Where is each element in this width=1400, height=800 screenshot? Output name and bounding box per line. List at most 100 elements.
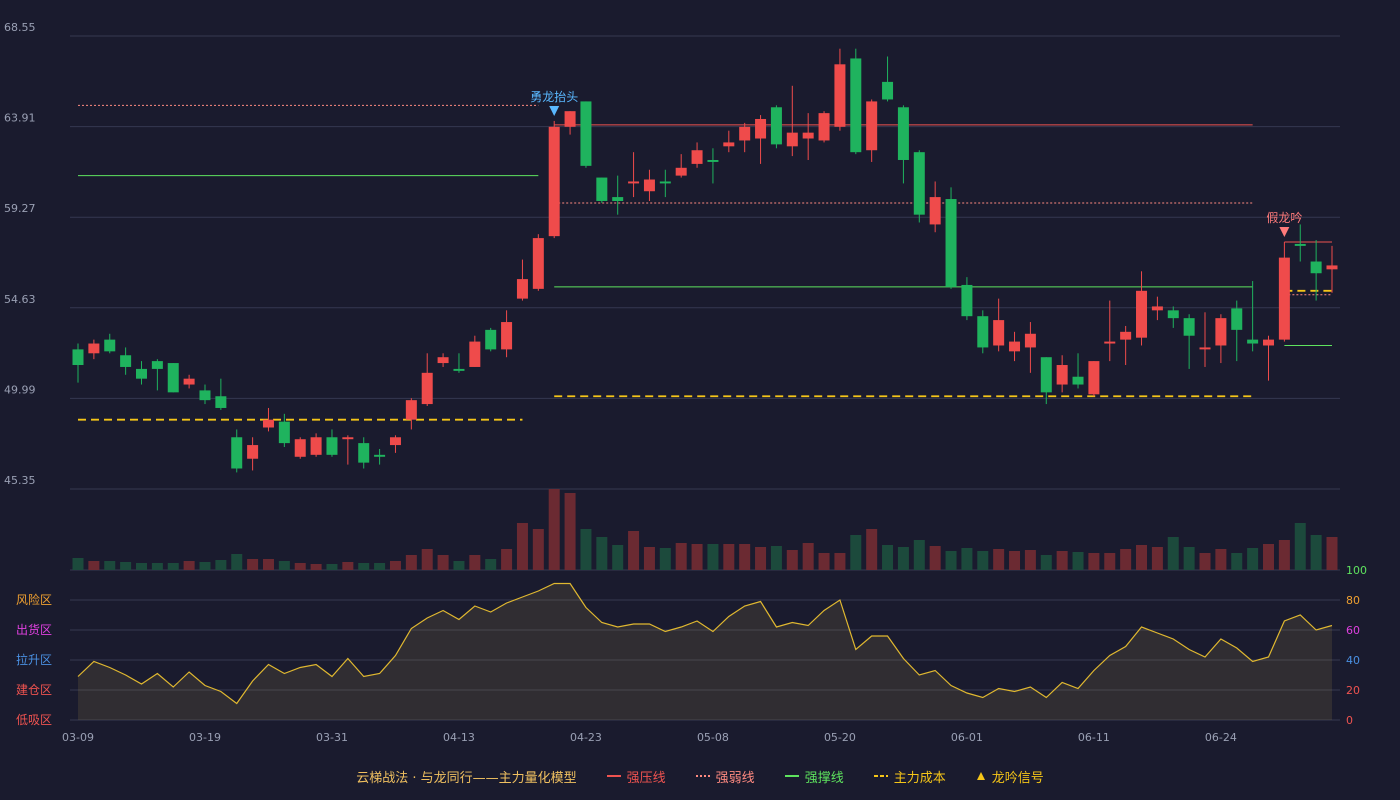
zone-label: 出货区 xyxy=(16,622,52,637)
candle-body xyxy=(1263,339,1275,346)
volume-bar xyxy=(1009,551,1021,570)
candle-body xyxy=(723,142,735,147)
volume-bar xyxy=(1104,553,1116,570)
candle-body xyxy=(659,181,671,184)
zone-label: 建仓区 xyxy=(16,683,52,697)
candle-body xyxy=(929,197,941,225)
chart: 45.35 49.99 54.63 59.27 63.91 68.55 0 20 40 60 80 1… xyxy=(4,21,1367,744)
volume-bar xyxy=(1199,553,1211,570)
candle-body xyxy=(818,113,830,141)
legend-label: 强弱线 xyxy=(715,770,755,786)
candle-body xyxy=(342,437,354,440)
candle-body xyxy=(294,439,306,457)
signal-label: 假龙吟 xyxy=(1266,210,1302,225)
y-tick-label: 68.55 xyxy=(4,21,36,34)
volume-bar xyxy=(151,563,163,570)
volume-bar xyxy=(1247,548,1259,570)
volume-bar xyxy=(1120,549,1132,570)
legend-label: 主力成本 xyxy=(893,770,946,786)
candle-body xyxy=(691,150,703,164)
candle-body xyxy=(1104,341,1116,344)
volume-bar xyxy=(358,563,370,570)
volume-bar xyxy=(405,555,417,570)
volume-bar xyxy=(167,563,179,570)
legend-item: 主力成本 xyxy=(873,767,946,786)
volume-bar xyxy=(453,561,465,570)
volume-bar xyxy=(564,493,576,570)
volume-bar xyxy=(882,545,894,570)
candle-body xyxy=(183,378,195,385)
candle-body xyxy=(945,199,957,287)
candle-body xyxy=(1294,243,1306,246)
zone-label: 低吸区 xyxy=(16,713,52,727)
volume-bar xyxy=(1294,523,1306,570)
volume-bar xyxy=(1151,547,1163,570)
volume-bar xyxy=(326,564,338,570)
zone-label: 风险区 xyxy=(16,592,52,607)
candle-body xyxy=(421,372,433,405)
x-tick-label: 06-24 xyxy=(1205,731,1237,744)
candle-body xyxy=(167,363,179,393)
candle-body xyxy=(612,197,624,201)
volume-bar xyxy=(1310,535,1322,570)
volume-bar xyxy=(834,553,846,570)
volume-bar xyxy=(1072,552,1084,570)
candle-body xyxy=(1136,290,1148,338)
legend-label: 龙吟信号 xyxy=(991,770,1044,786)
volume-bar xyxy=(802,543,814,570)
y-tick-label: 54.63 xyxy=(4,293,36,306)
legend-swatch xyxy=(606,775,621,777)
indicator-tick-label: 20 xyxy=(1346,684,1360,697)
legend-title: 云梯战法 · 与龙同行——主力量化模型 xyxy=(356,770,577,786)
volume-bar xyxy=(532,529,544,570)
candle-body xyxy=(707,159,719,162)
legend-item: 强压线 xyxy=(606,767,666,786)
candle-body xyxy=(1072,376,1084,385)
candle-body xyxy=(913,152,925,215)
volume-bar xyxy=(1024,550,1036,570)
candle-body xyxy=(104,339,116,352)
indicator-line xyxy=(77,582,1333,705)
volume-bar xyxy=(691,544,703,570)
candle-body xyxy=(675,167,687,176)
volume-bar xyxy=(913,540,925,570)
candle-body xyxy=(977,316,989,348)
legend-label: 强压线 xyxy=(626,770,666,786)
volume-bar xyxy=(120,562,132,570)
legend-swatch xyxy=(695,775,710,777)
indicator-area xyxy=(78,583,1332,720)
volume-bar xyxy=(231,554,243,570)
legend-label: 强撑线 xyxy=(804,770,844,786)
candle-body xyxy=(802,132,814,139)
candle-body xyxy=(882,81,894,100)
legend-swatch xyxy=(784,775,799,777)
candle-body xyxy=(374,454,386,457)
candle-body xyxy=(580,101,592,166)
volume-bar xyxy=(88,561,100,570)
signal-arrow xyxy=(1279,226,1290,237)
volume-bar xyxy=(961,548,973,570)
volume-bar xyxy=(977,551,989,570)
volume-bar xyxy=(469,555,481,570)
volume-bar xyxy=(723,544,735,570)
signal-arrow xyxy=(549,105,560,116)
volume-bar xyxy=(850,535,862,570)
candle-body xyxy=(405,400,417,420)
candle-body xyxy=(453,368,465,371)
volume-bar xyxy=(389,561,401,570)
legend-triangle xyxy=(976,772,985,780)
candle-body xyxy=(1167,310,1179,319)
candle-body xyxy=(1183,318,1195,336)
volume-bar xyxy=(262,559,274,570)
x-tick-label: 03-31 xyxy=(316,731,348,744)
candle-body xyxy=(1088,361,1100,395)
candle-body xyxy=(1326,265,1338,270)
volume-bar xyxy=(580,529,592,570)
volume-bar xyxy=(1215,549,1227,570)
x-tick-label: 06-01 xyxy=(951,731,983,744)
y-tick-label: 63.91 xyxy=(4,112,36,125)
indicator-tick-label: 60 xyxy=(1346,624,1360,637)
x-tick-label: 03-09 xyxy=(62,731,94,744)
candle-body xyxy=(1024,333,1036,348)
